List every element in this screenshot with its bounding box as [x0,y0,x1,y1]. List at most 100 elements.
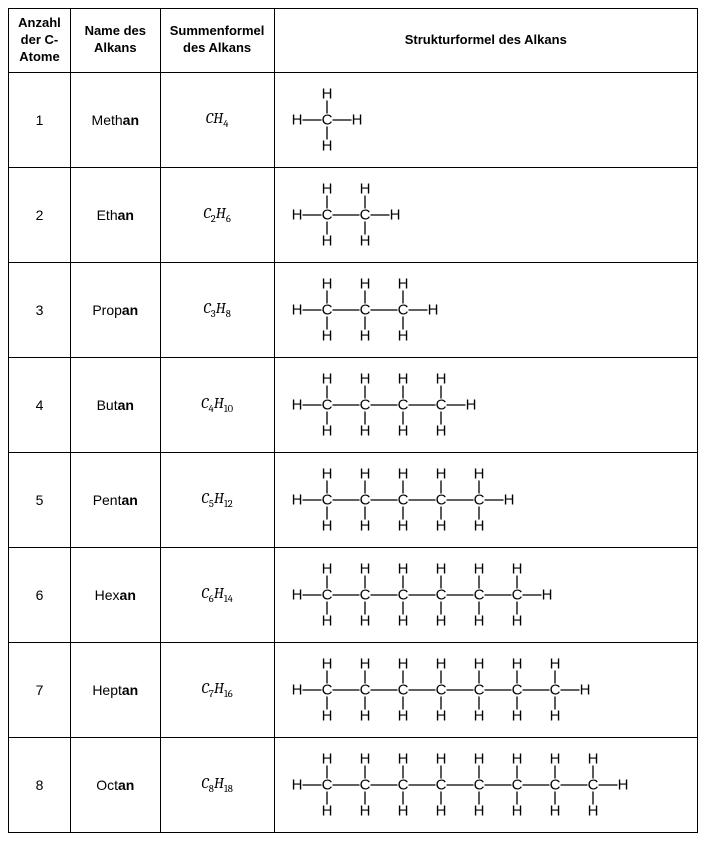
atom-H: H [579,681,590,698]
atom-H: H [321,327,332,344]
atom-C: C [397,586,408,603]
name-prefix: Hex [95,587,120,603]
atom-C: C [321,491,332,508]
name-prefix: Eth [97,207,118,223]
atom-H: H [473,802,484,819]
cell-count: 1 [9,72,71,167]
atom-H: H [511,655,522,672]
atom-C: C [435,491,446,508]
atom-C: C [359,776,370,793]
atom-C: C [359,396,370,413]
atom-H: H [435,370,446,387]
alkane-table: Anzahl der C-AtomeName des AlkansSummenf… [8,8,698,833]
atom-H: H [359,802,370,819]
atom-H: H [511,802,522,819]
cell-count: 4 [9,357,71,452]
table-row: 7HeptanC7H16HCHHCHHCHHCHHCHHCHHCHHH [9,642,698,737]
atom-H: H [435,707,446,724]
atom-H: H [321,707,332,724]
atom-H: H [321,465,332,482]
atom-C: C [321,206,332,223]
atom-C: C [435,396,446,413]
structure-svg: HCHHCHHCHHCHHH [285,362,485,448]
cell-structure: HCHHCHHH [274,167,697,262]
cell-name: Ethan [70,167,160,262]
atom-H: H [587,750,598,767]
table-row: 8OctanC8H18HCHHCHHCHHCHHCHHCHHCHHCHHH [9,737,698,832]
cell-structure: HCHHH [274,72,697,167]
structure-svg: HCHHH [285,77,371,163]
cell-formula: C6H14 [160,547,274,642]
atom-C: C [435,586,446,603]
cell-formula: C3H8 [160,262,274,357]
atom-H: H [359,560,370,577]
name-suffix: an [123,112,139,128]
cell-name: Butan [70,357,160,452]
atom-C: C [397,396,408,413]
atom-C: C [321,301,332,318]
header-formula: Summenformel des Alkans [160,9,274,73]
atom-H: H [321,517,332,534]
cell-structure: HCHHCHHCHHCHHCHHCHHCHHH [274,642,697,737]
cell-structure: HCHHCHHCHHCHHCHHH [274,452,697,547]
atom-C: C [511,776,522,793]
name-suffix: an [118,397,134,413]
name-suffix: an [118,207,134,223]
atom-C: C [397,681,408,698]
cell-formula: C7H16 [160,642,274,737]
atom-H: H [291,491,302,508]
name-suffix: an [122,492,138,508]
atom-C: C [359,491,370,508]
atom-H: H [359,707,370,724]
atom-H: H [435,560,446,577]
table-row: 4ButanC4H10HCHHCHHCHHCHHH [9,357,698,452]
table-row: 2EthanC2H6HCHHCHHH [9,167,698,262]
atom-C: C [473,681,484,698]
atom-H: H [473,612,484,629]
cell-formula: C5H12 [160,452,274,547]
cell-name: Hexan [70,547,160,642]
atom-H: H [397,802,408,819]
atom-H: H [397,275,408,292]
cell-count: 3 [9,262,71,357]
atom-H: H [397,750,408,767]
atom-H: H [321,232,332,249]
atom-H: H [321,655,332,672]
table-row: 1MethanCH4HCHHH [9,72,698,167]
atom-H: H [435,802,446,819]
atom-H: H [359,370,370,387]
atom-H: H [397,707,408,724]
atom-H: H [321,560,332,577]
cell-count: 5 [9,452,71,547]
cell-structure: HCHHCHHCHHCHHCHHCHHCHHCHHH [274,737,697,832]
structure-svg: HCHHCHHCHHCHHCHHH [285,457,523,543]
atom-H: H [321,180,332,197]
structure-svg: HCHHCHHCHHCHHCHHCHHH [285,552,561,638]
atom-H: H [435,422,446,439]
atom-H: H [427,301,438,318]
atom-H: H [291,681,302,698]
name-suffix: an [118,777,134,793]
structure-svg: HCHHCHHCHHH [285,267,447,353]
name-prefix: Hept [92,682,122,698]
atom-H: H [473,707,484,724]
structure-svg: HCHHCHHCHHCHHCHHCHHCHHCHHH [285,742,637,828]
cell-structure: HCHHCHHCHHH [274,262,697,357]
atom-H: H [435,517,446,534]
table-row: 5PentanC5H12HCHHCHHCHHCHHCHHH [9,452,698,547]
atom-H: H [549,655,560,672]
atom-C: C [359,206,370,223]
atom-H: H [473,655,484,672]
atom-H: H [359,612,370,629]
atom-C: C [397,491,408,508]
atom-C: C [321,111,332,128]
cell-name: Methan [70,72,160,167]
atom-H: H [291,396,302,413]
cell-name: Octan [70,737,160,832]
atom-C: C [473,776,484,793]
atom-C: C [511,586,522,603]
atom-H: H [291,206,302,223]
atom-H: H [511,750,522,767]
atom-H: H [435,465,446,482]
atom-H: H [321,750,332,767]
